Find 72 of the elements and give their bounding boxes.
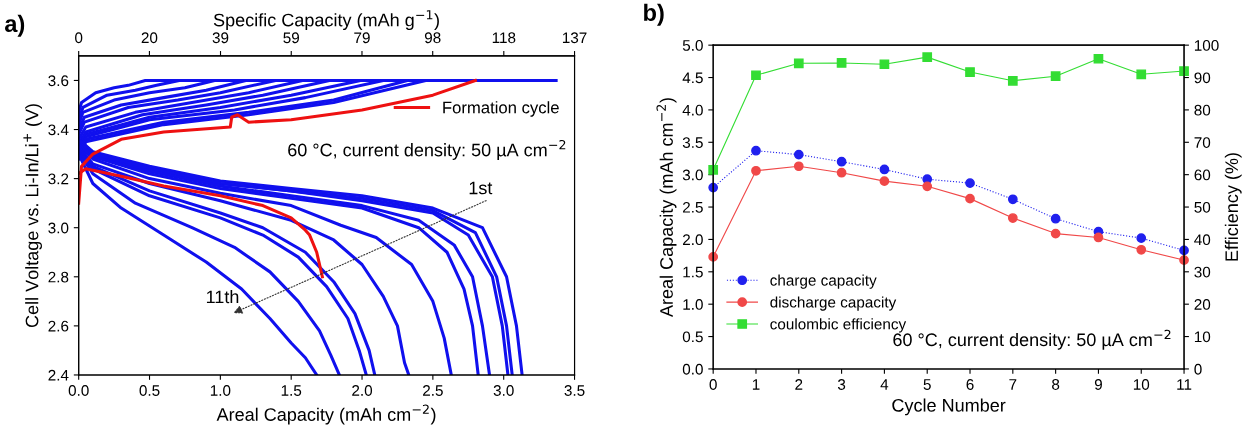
- x2-tick-label: 137: [562, 32, 587, 44]
- annotation: 1st: [469, 181, 493, 195]
- y-tick-label: 4.5: [682, 72, 703, 84]
- x-tick-label: 2: [795, 379, 803, 390]
- x-tick-label: 6: [966, 379, 974, 390]
- x-tick-label: 4: [880, 379, 889, 390]
- chart-title: a): [5, 14, 25, 37]
- x-tick-label: 8: [1052, 379, 1060, 390]
- x-tick-label: 5: [923, 379, 931, 390]
- legend-label: discharge capacity: [770, 296, 897, 311]
- y-tick-label: 2.8: [48, 271, 69, 283]
- y2-tick-label: 40: [1194, 234, 1211, 246]
- y2-tick-label: 80: [1194, 104, 1211, 116]
- x-tick-label: 2.0: [352, 385, 373, 396]
- y2-tick-label: 50: [1194, 201, 1211, 213]
- x2-tick-label: 20: [141, 32, 158, 44]
- x-tick-label: 1.0: [210, 385, 231, 396]
- y2-tick-label: 70: [1194, 137, 1211, 148]
- annotation: 60 °C, current density: 50 µA cm$^{−2}$: [288, 139, 566, 160]
- x2-tick-label: 118: [492, 32, 516, 44]
- x-tick-label: 0: [709, 379, 717, 390]
- y2-tick-label: 100: [1194, 40, 1219, 51]
- y2-tick-label: 60: [1194, 169, 1211, 181]
- x-tick-label: 3.5: [564, 385, 585, 396]
- x-tick-label: 0.5: [139, 385, 160, 396]
- x-tick-label: 1.5: [281, 385, 302, 396]
- y-axis-title: Cell Voltage vs. Li-In/Li$^{+}$ (V): [23, 104, 42, 328]
- legend-label: coulombic efficiency: [770, 318, 907, 333]
- y2-tick-label: 0: [1194, 363, 1202, 375]
- x2-tick-label: 98: [424, 32, 441, 44]
- y-tick-label: 1.5: [683, 266, 703, 278]
- y-tick-label: 2.4: [48, 369, 69, 381]
- y-tick-label: 1.0: [683, 299, 703, 310]
- x2-tick-label: 59: [283, 32, 300, 44]
- y-axis-title: Areal Capacity (mAh cm$^{−2}$): [656, 98, 677, 318]
- y-tick-label: 3.2: [48, 173, 69, 185]
- y2-tick-label: 90: [1194, 72, 1211, 84]
- y-tick-label: 3.0: [48, 222, 69, 234]
- y-tick-label: 0.0: [682, 363, 703, 375]
- y-tick-label: 0.5: [682, 331, 703, 343]
- legend-label: Formation cycle: [443, 101, 559, 117]
- annotation: 11th: [206, 289, 239, 304]
- chart-title: b): [644, 3, 664, 26]
- x2-tick-label: 79: [354, 32, 370, 44]
- x-tick-label: 11: [1177, 379, 1192, 390]
- x-axis-title: Cycle Number: [892, 398, 1006, 416]
- y-tick-label: 3.4: [48, 124, 69, 136]
- x-tick-label: 7: [1009, 379, 1017, 390]
- y-tick-label: 3.6: [48, 75, 69, 87]
- y2-tick-label: 10: [1194, 331, 1211, 343]
- x2-tick-label: 0: [75, 32, 83, 44]
- x2-tick-label: 39: [212, 32, 229, 44]
- x-tick-label: 2.5: [423, 385, 443, 396]
- y-tick-label: 3.0: [682, 169, 703, 181]
- x-axis-title: Areal Capacity (mAh cm$^{−2}$): [216, 404, 436, 425]
- x-tick-label: 9: [1094, 379, 1102, 390]
- y-tick-label: 4.0: [682, 104, 703, 116]
- x-tick-label: 0.0: [68, 385, 89, 396]
- y-tick-label: 2.6: [48, 320, 69, 332]
- y-tick-label: 2.0: [682, 234, 703, 246]
- x-tick-label: 1: [752, 379, 760, 390]
- x2-axis-title: Specific Capacity (mAh g$^{−1}$): [213, 10, 439, 30]
- x-tick-label: 3.0: [493, 385, 514, 396]
- x-tick-label: 3: [837, 379, 846, 390]
- y-tick-label: 3.5: [682, 137, 703, 148]
- y2-axis-title: Efficiency (%): [1224, 153, 1242, 261]
- y2-tick-label: 30: [1194, 266, 1211, 278]
- y2-tick-label: 20: [1194, 299, 1211, 310]
- y-tick-label: 5.0: [682, 40, 703, 51]
- x-tick-label: 10: [1133, 379, 1150, 390]
- y-tick-label: 2.5: [682, 201, 703, 213]
- legend-label: charge capacity: [770, 274, 877, 289]
